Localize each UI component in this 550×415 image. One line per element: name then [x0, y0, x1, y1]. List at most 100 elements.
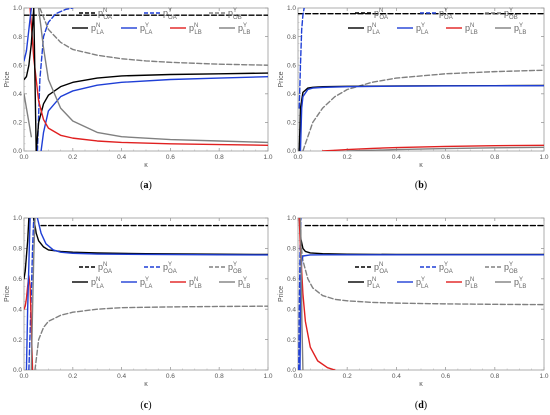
legend-label: pN LA	[91, 277, 104, 290]
series-line-p-N-LA	[35, 72, 268, 151]
chart-panel-b: 0.0 0.2 0.4 0.6 0.8 1.0 0.0 0.2 0.4 0.6 0.8 1.0 κ Pri…	[278, 5, 549, 191]
legend-label: pN OA	[98, 8, 112, 21]
y-tick-label: 0.6	[287, 276, 296, 283]
legend-label: pY LA	[416, 23, 428, 36]
x-axis-label: κ	[144, 162, 148, 169]
y-tick-label: 0.0	[287, 148, 296, 155]
x-tick-label: 0.4	[392, 154, 401, 161]
legend-label: pY LA	[416, 277, 428, 290]
y-tick-label: 0.4	[287, 306, 296, 313]
legend-label: pN LA	[367, 277, 380, 290]
x-tick-label: 0.8	[215, 154, 224, 161]
x-tick-label: 1.0	[263, 373, 272, 380]
x-tick-label: 1.0	[263, 154, 272, 161]
legend: pN OA pY OA pY OB pN LA pY LA pN LB pY LB	[72, 262, 250, 290]
series-line-p-Y-OB	[34, 305, 268, 370]
legend-label: pN LB	[189, 23, 202, 36]
legend-label: pY OB	[228, 8, 242, 21]
legend-label: pN LA	[367, 23, 380, 36]
panel-caption: (c)	[140, 400, 151, 411]
y-tick-label: 0.6	[13, 62, 22, 69]
x-tick-label: 0.8	[215, 373, 224, 380]
x-tick-label: 0.6	[441, 154, 450, 161]
x-tick-label: 0.0	[293, 373, 302, 380]
series-group	[24, 8, 268, 151]
legend-label: pY OA	[439, 262, 453, 275]
y-tick-label: 0.8	[287, 246, 296, 253]
y-tick-label: 0.0	[13, 148, 22, 155]
y-tick-label: 0.2	[287, 337, 296, 344]
series-line-p-Y-LB	[346, 146, 544, 151]
series-line-p-Y-LA	[299, 254, 544, 370]
y-tick-label: 0.0	[287, 367, 296, 374]
series-line-p-Y-LB	[24, 93, 33, 138]
legend: pN OA pY OA pY OB pN LA pY LA pN LB pY LB	[348, 8, 526, 36]
legend-label: pY LB	[514, 277, 526, 290]
y-tick-label: 0.6	[287, 62, 296, 69]
y-tick-label: 1.0	[13, 215, 22, 222]
x-tick-label: 0.6	[166, 154, 175, 161]
y-tick-label: 0.4	[13, 91, 22, 98]
y-axis-label: Price	[278, 71, 285, 87]
legend-label: pY OB	[504, 8, 518, 21]
y-tick-label: 0.2	[287, 120, 296, 127]
x-tick-label: 0.2	[68, 373, 77, 380]
x-tick-label: 0.0	[293, 154, 302, 161]
y-tick-label: 0.2	[13, 337, 22, 344]
y-axis-label: Price	[278, 286, 285, 302]
legend-label: pN LB	[465, 23, 478, 36]
y-axis-label: Price	[4, 286, 11, 302]
series-line-p-Y-LA	[25, 218, 31, 370]
chart-panel-d: 0.0 0.2 0.4 0.6 0.8 1.0 0.0 0.2 0.4 0.6 0.8 1.0 κ Pri…	[278, 215, 549, 411]
y-axis-label: Price	[4, 71, 11, 87]
legend-label: pN LB	[465, 277, 478, 290]
y-tick-label: 0.4	[287, 91, 296, 98]
legend: pN OA pY OA pY OB pN LA pY LA pN LB pY LB	[348, 262, 526, 290]
series-line-p-Y-LA	[40, 75, 268, 151]
x-tick-label: 1.0	[539, 373, 548, 380]
legend-label: pN LB	[189, 277, 202, 290]
x-axis-label: κ	[419, 162, 423, 169]
x-tick-label: 0.0	[19, 154, 28, 161]
legend-label: pY OB	[504, 262, 518, 275]
y-tick-label: 0.8	[287, 34, 296, 41]
series-line-p-Y-OB	[299, 240, 544, 306]
x-tick-label: 0.8	[490, 154, 499, 161]
series-line-p-Y-LB	[30, 218, 36, 370]
legend-label: pY LB	[238, 277, 250, 290]
legend-label: pN LA	[91, 23, 104, 36]
series-line-p-N-LA	[33, 218, 268, 256]
panel-caption: (d)	[415, 400, 427, 411]
series-line-p-Y-LB	[299, 218, 304, 370]
series-group	[24, 218, 268, 370]
panel-caption: (b)	[415, 180, 427, 191]
series-group	[298, 218, 544, 370]
chart-panel-c: 0.0 0.2 0.4 0.6 0.8 1.0 0.0 0.2 0.4 0.6 0.8 1.0 κ Pri…	[4, 215, 273, 411]
y-tick-label: 0.6	[13, 276, 22, 283]
legend-label: pY LB	[238, 23, 250, 36]
legend-label: pY LA	[140, 277, 152, 290]
series-line-p-N-LB	[321, 144, 544, 151]
series-line-p-Y-LA	[24, 8, 33, 62]
x-tick-label: 0.4	[117, 154, 126, 161]
y-tick-label: 1.0	[287, 5, 296, 12]
legend-label: pY OA	[163, 262, 177, 275]
series-group	[298, 8, 544, 151]
series-line-p-Y-OA	[36, 8, 74, 151]
series-line-p-Y-OB	[302, 69, 544, 151]
x-tick-label: 0.8	[490, 373, 499, 380]
y-tick-label: 1.0	[287, 215, 296, 222]
x-tick-label: 0.0	[19, 373, 28, 380]
series-line-p-Y-OA	[28, 218, 35, 370]
series-line-p-N-LA	[24, 218, 30, 280]
legend-label: pN OA	[374, 8, 388, 21]
series-line-p-Y-LA	[36, 218, 268, 256]
legend-label: pY OA	[439, 8, 453, 21]
y-tick-label: 0.2	[13, 120, 22, 127]
y-tick-label: 0.8	[13, 246, 22, 253]
x-tick-label: 0.6	[441, 373, 450, 380]
legend-label: pN OA	[374, 262, 388, 275]
x-axis-label: κ	[419, 381, 423, 388]
